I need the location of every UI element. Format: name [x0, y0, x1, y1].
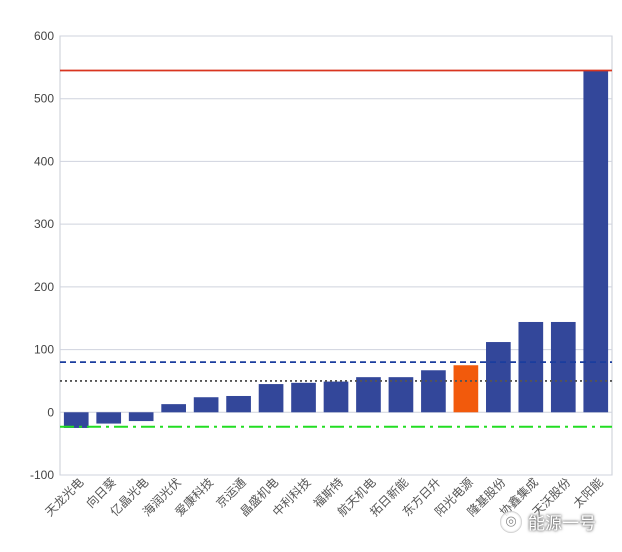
y-tick-label: 100 — [34, 343, 54, 357]
bar — [388, 377, 414, 413]
bar — [518, 321, 544, 413]
highlighted-bar — [453, 365, 479, 413]
bar — [193, 397, 219, 413]
bar — [128, 412, 154, 422]
bar — [96, 412, 122, 424]
y-tick-label: 500 — [34, 92, 54, 106]
y-tick-label: 600 — [34, 29, 54, 43]
bar — [63, 412, 89, 428]
y-tick-label: -100 — [30, 468, 54, 482]
bar — [421, 370, 446, 413]
watermark-text: 能源一号 — [528, 514, 596, 534]
y-tick-label: 0 — [47, 405, 54, 419]
watermark: ◎ 能源一号 — [500, 509, 596, 534]
bar — [323, 381, 349, 413]
y-tick-label: 200 — [34, 280, 54, 294]
bar — [161, 404, 186, 413]
bar — [486, 342, 511, 413]
y-tick-label: 400 — [34, 154, 54, 168]
bar — [291, 382, 316, 413]
x-tick-label: 太阳能 — [570, 475, 606, 511]
wechat-icon: ◎ — [500, 510, 522, 533]
y-tick-label: 300 — [34, 217, 54, 231]
bar — [550, 321, 576, 413]
bar — [583, 70, 609, 413]
bar — [226, 395, 251, 413]
bar — [258, 384, 284, 413]
bar — [356, 377, 381, 413]
